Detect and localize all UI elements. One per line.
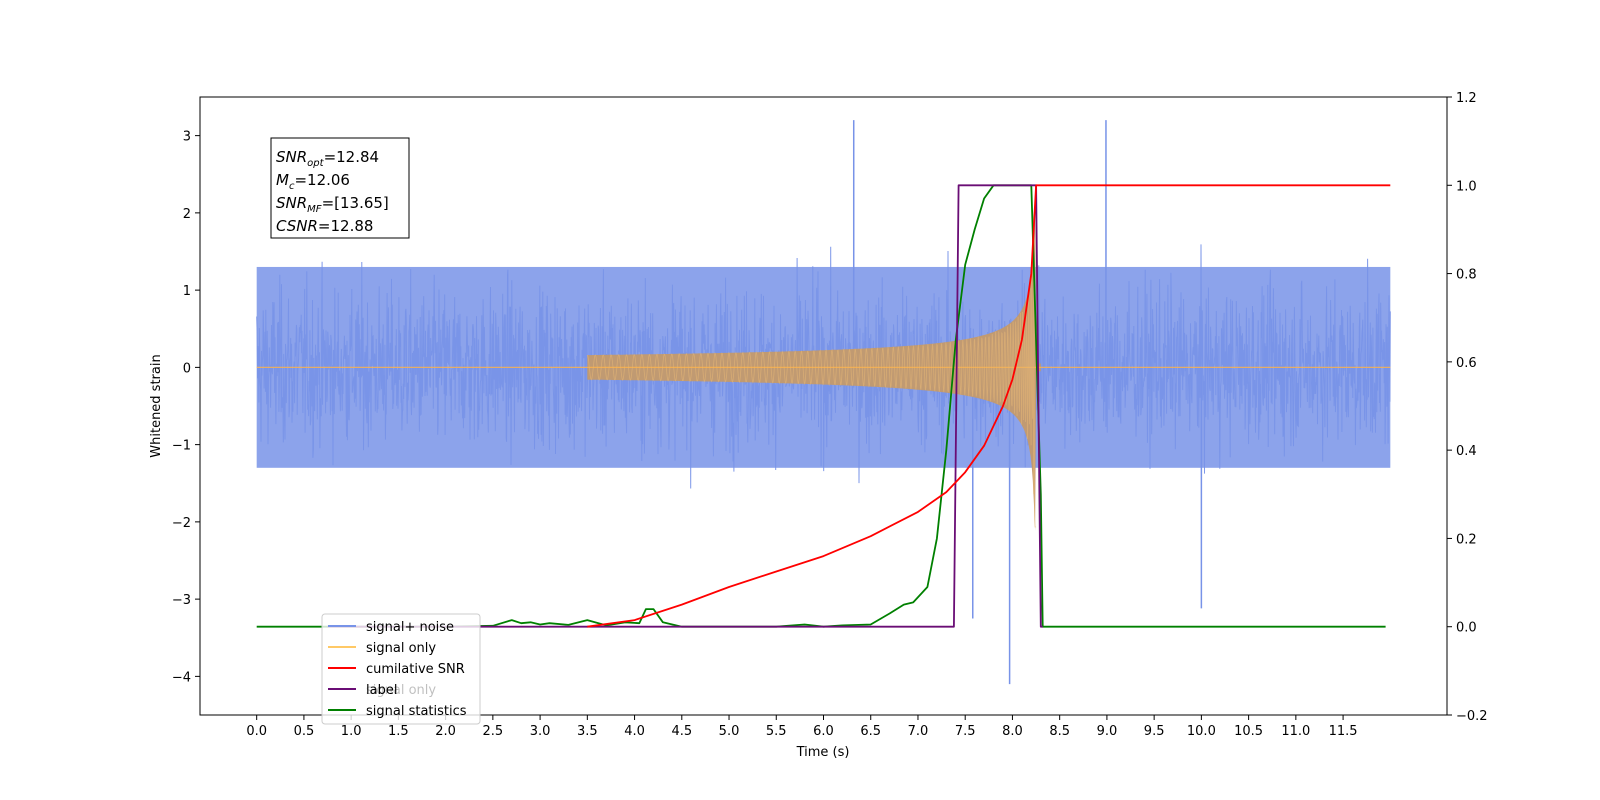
x-tick-label: 11.0 <box>1281 724 1310 739</box>
x-tick-label: 6.0 <box>813 724 834 739</box>
y-tick-label: 3 <box>183 130 191 145</box>
x-tick-label: 10.5 <box>1234 724 1263 739</box>
legend-label: signal+ noise <box>366 620 454 635</box>
legend-label: label <box>366 683 397 698</box>
y2-tick-label: 0.8 <box>1456 268 1477 283</box>
legend-label: signal statistics <box>366 704 467 719</box>
x-tick-label: 1.5 <box>388 724 409 739</box>
y-axis-ticks: 3 2 1 0 −1 −2 −3 −4 <box>172 130 200 685</box>
x-tick-label: 1.0 <box>341 724 362 739</box>
y-tick-label: −2 <box>172 516 191 531</box>
x-tick-label: 8.5 <box>1049 724 1070 739</box>
y-tick-label: 1 <box>183 284 191 299</box>
x-tick-label: 10.0 <box>1187 724 1216 739</box>
annotation-line: SNRopt=12.84 <box>276 148 379 169</box>
legend-label: signal only <box>366 641 436 656</box>
x-tick-label: 7.5 <box>955 724 976 739</box>
y2-tick-label: 1.2 <box>1456 91 1477 106</box>
legend: signal+ noise signal only cumilative SNR la… <box>321 613 481 725</box>
x-tick-label: 8.0 <box>1002 724 1023 739</box>
y-tick-label: −3 <box>172 593 191 608</box>
y-tick-label: 0 <box>183 361 191 376</box>
x-tick-label: 3.5 <box>577 724 598 739</box>
y2-tick-label: 0.6 <box>1456 356 1477 371</box>
x-tick-label: 6.5 <box>860 724 881 739</box>
chirp-oscillation <box>586 234 1037 528</box>
x-axis-label: Time (s) <box>796 745 850 760</box>
legend-label: cumilative SNR <box>366 662 465 677</box>
x-tick-label: 9.0 <box>1097 724 1118 739</box>
x-tick-label: 5.5 <box>766 724 787 739</box>
x-tick-label: 0.5 <box>294 724 315 739</box>
x-tick-label: 2.0 <box>435 724 456 739</box>
y-axis-label: Whitened strain <box>149 354 164 457</box>
right-axis-series <box>256 184 1391 628</box>
series-label-line <box>327 184 1043 628</box>
y2-axis-ticks: 1.2 1.0 0.8 0.6 0.4 0.2 0.0 −0.2 <box>1447 91 1488 724</box>
y2-tick-label: 0.0 <box>1456 621 1477 636</box>
y2-tick-label: 0.2 <box>1456 532 1477 547</box>
annotation-line: SNRMF=[13.65] <box>276 194 389 215</box>
y2-tick-label: −0.2 <box>1456 709 1488 724</box>
x-tick-label: 0.0 <box>246 724 267 739</box>
x-tick-label: 3.0 <box>530 724 551 739</box>
annotation-line: CSNR=12.88 <box>276 217 373 235</box>
annotation-line: Mc=12.06 <box>276 171 350 192</box>
series-signal-only <box>256 203 1391 532</box>
series-cumilative-snr-line <box>587 184 1391 628</box>
x-tick-label: 7.0 <box>908 724 929 739</box>
x-tick-label: 9.5 <box>1144 724 1165 739</box>
y2-tick-label: 1.0 <box>1456 179 1477 194</box>
x-tick-label: 4.0 <box>624 724 645 739</box>
legend-frame <box>321 613 481 725</box>
x-tick-label: 2.5 <box>483 724 504 739</box>
y-tick-label: −4 <box>172 670 191 685</box>
y2-tick-label: 0.4 <box>1456 444 1477 459</box>
y-tick-label: 2 <box>183 207 191 222</box>
annotation-frame <box>270 137 410 239</box>
series-signal-statistics-line <box>256 184 1386 628</box>
x-axis-ticks: 0.0 0.5 1.0 1.5 2.0 2.5 3.0 3.5 4.0 4.5 5.0 5.5 6.0 6… <box>246 715 1358 739</box>
y-tick-label: −1 <box>172 439 191 454</box>
legend-ghost-label: signal only <box>366 683 436 698</box>
x-tick-label: 4.5 <box>671 724 692 739</box>
x-tick-label: 5.0 <box>719 724 740 739</box>
x-tick-label: 11.5 <box>1329 724 1358 739</box>
